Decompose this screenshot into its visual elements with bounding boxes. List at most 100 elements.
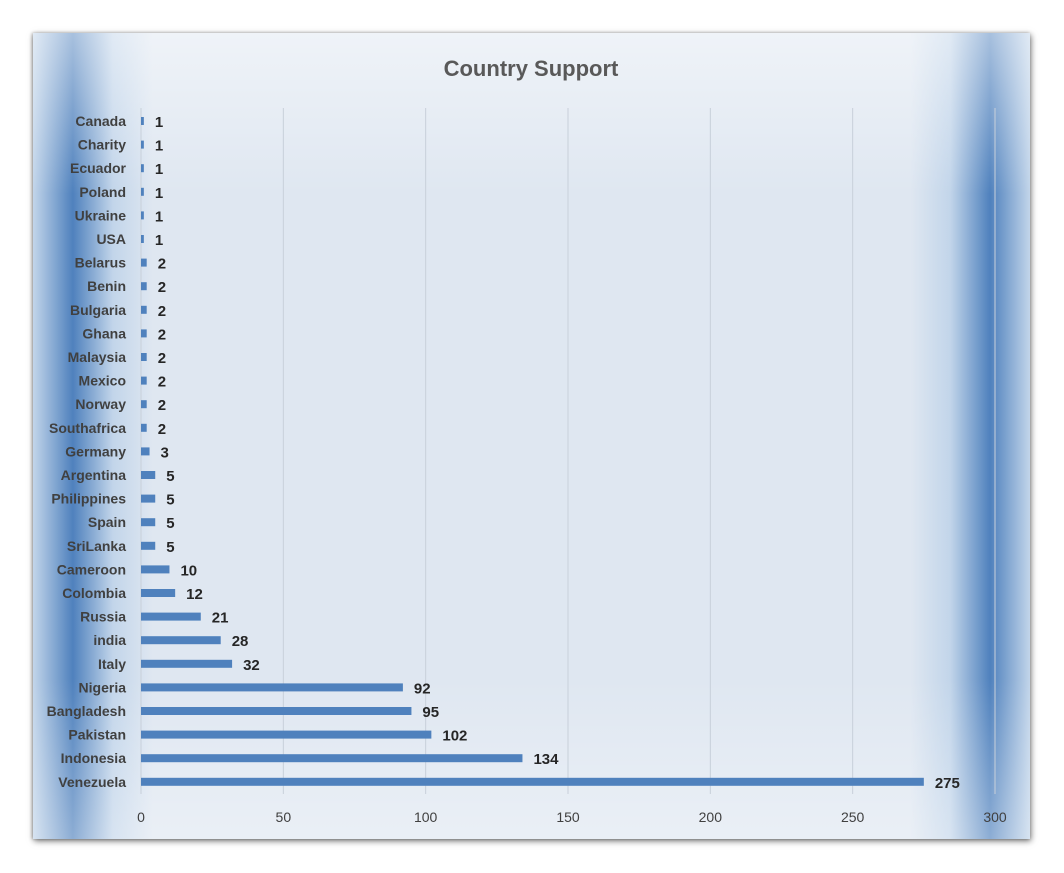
category-label: Benin: [87, 278, 126, 294]
data-label: 10: [180, 562, 197, 579]
x-tick-label: 150: [556, 809, 580, 825]
data-label: 21: [212, 610, 229, 627]
category-label: Charity: [78, 137, 126, 153]
bars: [141, 117, 924, 786]
data-label: 32: [243, 657, 260, 674]
data-label: 1: [155, 208, 163, 225]
bar: [141, 140, 144, 149]
chart-area: [33, 33, 1030, 839]
bar: [141, 636, 221, 645]
bar: [141, 211, 144, 220]
bar: [141, 353, 147, 361]
data-labels: 1111112222222235555101221283292951021342…: [155, 114, 960, 792]
category-label: Bulgaria: [70, 302, 126, 318]
category-label: Poland: [79, 184, 126, 200]
category-label: Cameroon: [57, 561, 126, 577]
x-tick-label: 250: [841, 809, 865, 825]
data-label: 2: [158, 256, 166, 273]
bar: [141, 258, 147, 267]
category-label: Ecuador: [70, 160, 127, 176]
x-tick-label: 200: [699, 809, 723, 825]
x-axis-tick-labels: 0 50 100 150 200 250 300: [137, 809, 1007, 825]
bar: [141, 447, 150, 456]
bar: [141, 612, 201, 621]
bar: [141, 589, 176, 597]
category-label: Russia: [80, 609, 126, 625]
bar: [141, 541, 156, 550]
data-label: 1: [155, 185, 163, 202]
category-label: Venezuela: [58, 774, 126, 790]
bar: [141, 730, 432, 739]
category-label: Ukraine: [75, 207, 127, 223]
data-label: 2: [158, 279, 166, 296]
category-label: Germany: [65, 443, 126, 459]
chart-title: Country Support: [444, 56, 619, 81]
data-label: 12: [186, 586, 203, 603]
data-label: 3: [161, 444, 169, 461]
data-label: 2: [158, 350, 166, 367]
bar: [141, 659, 233, 668]
category-label: Ghana: [82, 325, 126, 341]
bar: [141, 187, 144, 196]
x-tick-label: 0: [137, 809, 145, 825]
bar: [141, 305, 147, 314]
bar: [141, 683, 403, 692]
data-label: 5: [166, 515, 174, 532]
bar: [141, 117, 144, 125]
category-label: Argentina: [61, 467, 127, 483]
data-label: 95: [422, 704, 439, 721]
data-label: 5: [166, 468, 174, 485]
data-label: 2: [158, 326, 166, 343]
data-label: 2: [158, 397, 166, 414]
data-label: 1: [155, 114, 163, 131]
bar: [141, 282, 147, 291]
bar: [141, 376, 147, 385]
bar: [141, 400, 147, 409]
bar: [141, 329, 147, 338]
category-labels: Canada Charity Ecuador Poland Ukraine USA Bela…: [47, 113, 127, 790]
category-label: USA: [96, 231, 126, 247]
category-label: Pakistan: [68, 727, 126, 743]
category-label: Canada: [75, 113, 126, 129]
bar: [141, 777, 924, 786]
bar: [141, 494, 156, 503]
data-label: 134: [533, 751, 559, 768]
gridlines: [140, 108, 996, 794]
data-label: 2: [158, 303, 166, 320]
data-label: 1: [155, 232, 163, 249]
bar: [141, 235, 144, 243]
bar: [141, 565, 170, 574]
data-label: 1: [155, 161, 163, 178]
category-label: Italy: [98, 656, 126, 672]
category-label: india: [93, 632, 126, 648]
data-label: 5: [166, 492, 174, 509]
data-label: 102: [442, 728, 467, 745]
bar: [141, 754, 523, 763]
x-tick-label: 300: [983, 809, 1007, 825]
bar: [141, 164, 144, 173]
data-label: 5: [166, 539, 174, 556]
data-label: 1: [155, 138, 163, 155]
category-label: Philippines: [51, 491, 126, 507]
category-label: Belarus: [75, 255, 127, 271]
category-label: Bangladesh: [47, 703, 126, 719]
category-label: Spain: [88, 514, 126, 530]
category-label: Norway: [75, 396, 126, 412]
data-label: 275: [935, 775, 960, 792]
data-label: 92: [414, 680, 431, 697]
category-label: Mexico: [79, 373, 126, 389]
data-label: 2: [158, 374, 166, 391]
category-label: Colombia: [62, 585, 126, 601]
data-label: 28: [232, 633, 249, 650]
x-tick-label: 50: [276, 809, 292, 825]
data-label: 2: [158, 421, 166, 438]
bar: [141, 423, 147, 432]
x-tick-label: 100: [414, 809, 438, 825]
category-label: Malaysia: [68, 349, 127, 365]
category-label: Nigeria: [79, 679, 127, 695]
bar: [141, 471, 156, 479]
category-label: SriLanka: [67, 538, 126, 554]
category-label: Indonesia: [61, 750, 127, 766]
category-label: Southafrica: [49, 420, 126, 436]
